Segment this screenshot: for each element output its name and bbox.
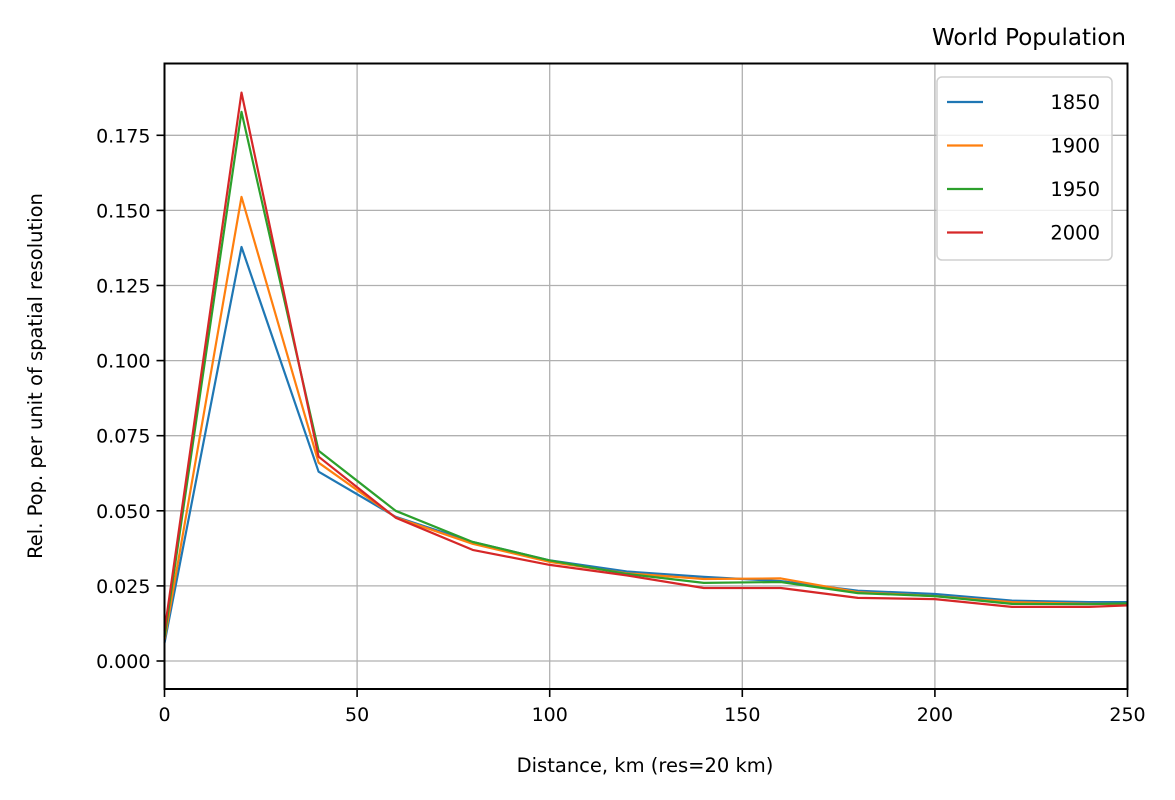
y-tick-label: 0.125 <box>96 276 150 298</box>
y-axis-label: Rel. Pop. per unit of spatial resolution <box>24 193 47 559</box>
x-tick-label: 100 <box>532 704 568 726</box>
x-tick-label: 0 <box>158 704 170 726</box>
x-axis-label: Distance, km (res=20 km) <box>517 754 774 777</box>
y-tick-label: 0.050 <box>96 501 150 523</box>
legend-label: 1950 <box>1050 178 1100 201</box>
y-tick-label: 0.025 <box>96 576 150 598</box>
x-tick-label: 50 <box>345 704 369 726</box>
legend-box <box>936 76 1113 261</box>
y-tick-label: 0.075 <box>96 426 150 448</box>
legend-item-1850: 1850 <box>947 91 1100 114</box>
y-tick-label: 0.000 <box>96 651 150 673</box>
series-line-1900 <box>163 195 1128 641</box>
legend-item-1950: 1950 <box>947 178 1100 201</box>
x-tick-label: 150 <box>724 704 760 726</box>
legend-label: 1900 <box>1050 135 1100 158</box>
axes-frame <box>163 62 1129 690</box>
legend-item-1900: 1900 <box>947 135 1100 158</box>
legend: 1850 1900 1950 2000 <box>936 76 1113 261</box>
series-line-1950 <box>163 110 1128 638</box>
y-tick-label: 0.150 <box>96 200 150 222</box>
legend-label: 2000 <box>1050 222 1100 245</box>
series-line-1850 <box>163 245 1128 644</box>
y-tick-label: 0.100 <box>96 351 150 373</box>
legend-label: 1850 <box>1050 91 1100 114</box>
x-tick-label: 200 <box>917 704 953 726</box>
series-line-2000 <box>163 91 1128 632</box>
x-tick-label: 250 <box>1109 704 1145 726</box>
y-axis-ticks: 0.000 0.025 0.050 0.075 0.100 0.125 0.150 0.175 <box>96 125 165 673</box>
y-tick-label: 0.175 <box>96 125 150 147</box>
x-axis-ticks: 0 50 100 150 200 250 <box>158 689 1146 726</box>
legend-item-2000: 2000 <box>947 222 1100 245</box>
chart-title: World Population <box>932 25 1126 51</box>
series-lines <box>163 91 1128 644</box>
